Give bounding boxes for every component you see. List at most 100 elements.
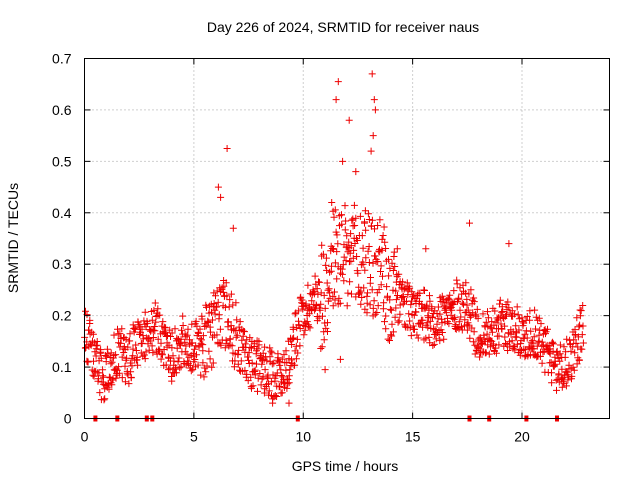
data-point xyxy=(232,299,240,307)
data-point xyxy=(148,342,156,350)
data-point xyxy=(464,319,472,327)
data-point xyxy=(122,335,130,343)
data-point xyxy=(278,355,286,363)
data-point xyxy=(369,132,377,140)
data-point xyxy=(356,212,364,220)
data-point xyxy=(518,318,526,326)
data-point xyxy=(273,369,281,377)
data-point xyxy=(365,216,373,223)
data-point xyxy=(101,395,109,403)
data-point xyxy=(129,345,137,353)
data-point xyxy=(149,334,157,341)
data-point xyxy=(218,284,226,292)
data-point xyxy=(385,272,393,280)
data-point xyxy=(244,353,252,361)
data-point xyxy=(246,344,254,351)
data-point xyxy=(105,373,113,381)
data-point xyxy=(440,335,448,343)
data-point xyxy=(578,331,586,339)
data-point xyxy=(538,338,546,346)
data-point xyxy=(121,362,129,370)
data-point xyxy=(565,361,573,369)
data-point xyxy=(378,246,386,254)
data-point xyxy=(368,70,376,78)
data-point xyxy=(579,339,587,347)
data-point xyxy=(149,349,157,357)
data-point xyxy=(504,298,512,306)
data-point xyxy=(511,346,519,354)
data-point xyxy=(199,347,207,355)
data-point xyxy=(414,334,422,342)
data-point xyxy=(579,322,587,330)
data-point xyxy=(320,291,328,299)
data-point xyxy=(82,307,89,315)
data-point xyxy=(361,219,368,227)
data-point xyxy=(578,345,586,353)
data-point xyxy=(579,302,587,309)
data-point xyxy=(465,290,473,298)
data-point xyxy=(513,303,521,311)
data-point xyxy=(158,350,166,358)
data-point xyxy=(342,217,350,225)
data-point xyxy=(340,253,348,261)
data-point xyxy=(366,301,374,309)
data-point xyxy=(542,330,549,338)
data-point xyxy=(358,294,366,301)
data-point xyxy=(392,296,400,304)
data-point xyxy=(214,298,222,306)
data-point xyxy=(531,306,539,314)
data-point xyxy=(537,320,545,328)
x-tick-label: 0 xyxy=(81,429,89,445)
data-point xyxy=(558,383,566,391)
data-point xyxy=(484,314,492,322)
data-point xyxy=(425,306,433,314)
data-point xyxy=(368,286,376,294)
data-point xyxy=(420,336,428,344)
data-point xyxy=(82,344,90,351)
data-point xyxy=(346,278,354,286)
data-point xyxy=(529,340,537,348)
data-point xyxy=(179,322,187,329)
data-point xyxy=(196,335,204,343)
data-point xyxy=(560,343,568,351)
data-point xyxy=(361,266,369,274)
data-point xyxy=(342,257,350,265)
data-point xyxy=(193,351,200,359)
data-point xyxy=(203,303,210,311)
data-point xyxy=(199,332,207,340)
data-point xyxy=(126,330,134,338)
data-point xyxy=(471,350,479,358)
data-point xyxy=(395,270,403,278)
data-point xyxy=(338,211,345,219)
data-point xyxy=(293,335,301,343)
data-point xyxy=(90,357,97,365)
data-point xyxy=(234,360,242,368)
data-point xyxy=(482,349,490,357)
x-tick-label: 5 xyxy=(190,429,198,445)
data-point xyxy=(490,340,497,348)
data-point xyxy=(407,332,415,340)
data-point xyxy=(389,267,397,274)
data-point xyxy=(231,357,239,365)
data-point xyxy=(347,242,355,250)
data-point xyxy=(391,313,399,321)
data-point xyxy=(245,349,253,357)
data-point xyxy=(377,281,385,289)
data-point xyxy=(282,347,290,355)
data-point xyxy=(496,296,504,304)
data-point xyxy=(577,307,585,315)
data-point xyxy=(241,328,248,336)
data-point xyxy=(575,323,583,331)
data-point xyxy=(329,292,337,300)
data-point xyxy=(318,343,326,351)
data-point xyxy=(365,243,373,250)
data-point xyxy=(138,325,146,333)
data-point xyxy=(444,294,452,302)
data-point xyxy=(159,351,166,359)
data-point xyxy=(426,297,434,305)
data-point xyxy=(317,345,325,352)
data-point xyxy=(498,308,506,316)
data-point xyxy=(526,316,534,324)
data-point xyxy=(124,343,132,351)
